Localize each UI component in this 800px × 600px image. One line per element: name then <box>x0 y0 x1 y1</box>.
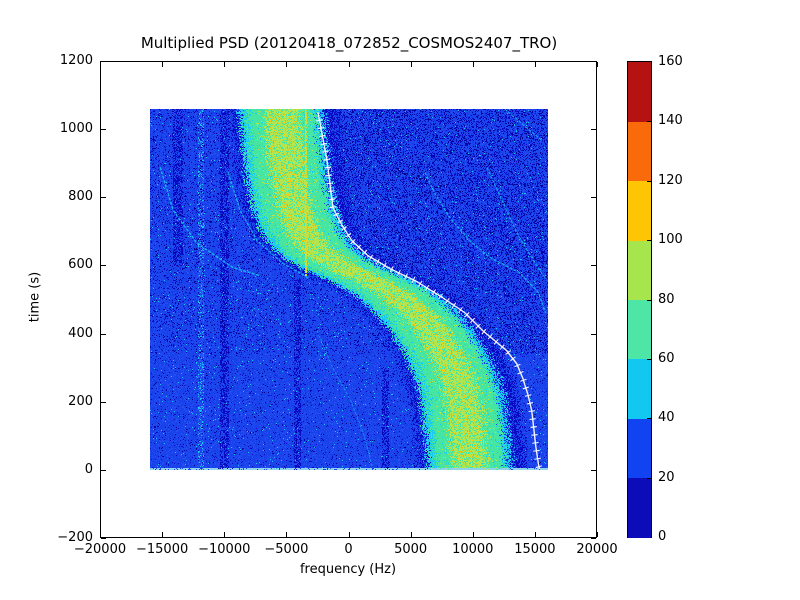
colorbar-tick-label: 160 <box>658 54 683 69</box>
colorbar-tick-label: 120 <box>658 172 683 188</box>
spectrogram-canvas <box>149 108 548 470</box>
y-tick-mark-right <box>591 129 596 131</box>
x-tick-label: 0 <box>344 542 353 557</box>
x-tick-label: −5000 <box>264 542 309 557</box>
x-axis-label: frequency (Hz) <box>299 562 397 577</box>
x-tick-mark-top <box>597 62 598 67</box>
y-tick-label: 200 <box>68 393 93 409</box>
colorbar-tick-mark <box>647 418 651 420</box>
y-tick-mark-right <box>591 469 596 471</box>
axes-frame <box>100 61 598 539</box>
x-tick-label: −10000 <box>198 542 251 557</box>
colorbar-tick-label: 100 <box>658 232 683 248</box>
x-tick-label: 5000 <box>394 542 428 557</box>
y-tick-mark <box>101 538 106 539</box>
x-tick-label: −15000 <box>136 542 189 557</box>
y-axis-label: time (s) <box>27 271 43 323</box>
x-tick-mark <box>100 532 101 537</box>
colorbar-tick-mark <box>647 180 651 182</box>
y-tick-mark-right <box>591 197 596 199</box>
y-tick-label: 0 <box>84 461 93 477</box>
y-tick-mark <box>101 197 106 199</box>
y-tick-mark <box>101 401 106 403</box>
x-tick-mark-top <box>224 62 226 67</box>
x-tick-mark-top <box>286 62 288 67</box>
y-tick-mark-right <box>591 265 596 267</box>
colorbar-segment <box>628 299 651 360</box>
x-tick-label: 20000 <box>576 542 618 557</box>
colorbar-tick-mark <box>647 477 651 479</box>
x-tick-mark <box>348 532 350 537</box>
colorbar-segment <box>628 418 651 479</box>
x-tick-mark <box>162 532 164 537</box>
colorbar-tick-label: 140 <box>658 113 683 129</box>
colorbar-tick-mark <box>647 358 651 360</box>
x-tick-mark-top <box>100 62 101 67</box>
colorbar-tick-mark <box>647 240 651 242</box>
x-tick-mark <box>472 532 474 537</box>
colorbar-tick-mark <box>647 299 651 301</box>
y-tick-mark <box>101 469 106 471</box>
y-tick-mark-right <box>591 401 596 403</box>
x-tick-mark <box>534 532 536 537</box>
y-tick-mark <box>101 333 106 335</box>
y-tick-label: −200 <box>57 530 93 545</box>
y-tick-label: 600 <box>68 257 93 273</box>
x-tick-label: −20000 <box>73 542 127 557</box>
colorbar-segment <box>628 62 651 122</box>
x-tick-mark-top <box>410 62 412 67</box>
colorbar-segment <box>628 180 651 241</box>
y-tick-mark <box>101 129 106 131</box>
colorbar-tick-label: 40 <box>658 410 675 426</box>
colorbar-tick-label: 80 <box>658 291 675 307</box>
colorbar-segment <box>628 358 651 419</box>
x-tick-label: 15000 <box>514 542 556 557</box>
colorbar-tick-label: 60 <box>658 350 675 366</box>
x-tick-mark <box>286 532 288 537</box>
x-tick-mark-top <box>472 62 474 67</box>
colorbar <box>627 61 652 538</box>
x-tick-mark-top <box>348 62 350 67</box>
x-tick-label: 10000 <box>452 542 494 557</box>
colorbar-segment <box>628 121 651 182</box>
y-tick-mark-right <box>591 538 596 539</box>
y-tick-mark-right <box>591 61 596 62</box>
y-tick-mark <box>101 61 106 62</box>
colorbar-segment <box>628 240 651 300</box>
x-tick-mark <box>410 532 412 537</box>
x-tick-mark <box>597 532 598 537</box>
colorbar-tick-label: 20 <box>658 469 675 485</box>
y-tick-label: 800 <box>68 189 93 205</box>
colorbar-segment <box>628 477 651 538</box>
y-tick-mark <box>101 265 106 267</box>
x-tick-mark <box>224 532 226 537</box>
colorbar-tick-label: 0 <box>658 529 667 544</box>
x-tick-mark-top <box>162 62 164 67</box>
x-tick-mark-top <box>534 62 536 67</box>
plot-title: Multiplied PSD (20120418_072852_COSMOS24… <box>140 34 558 52</box>
y-tick-label: 1200 <box>59 53 93 68</box>
colorbar-tick-mark <box>647 121 651 123</box>
y-tick-label: 1000 <box>59 121 93 137</box>
y-tick-label: 400 <box>68 325 93 341</box>
y-tick-mark-right <box>591 333 596 335</box>
